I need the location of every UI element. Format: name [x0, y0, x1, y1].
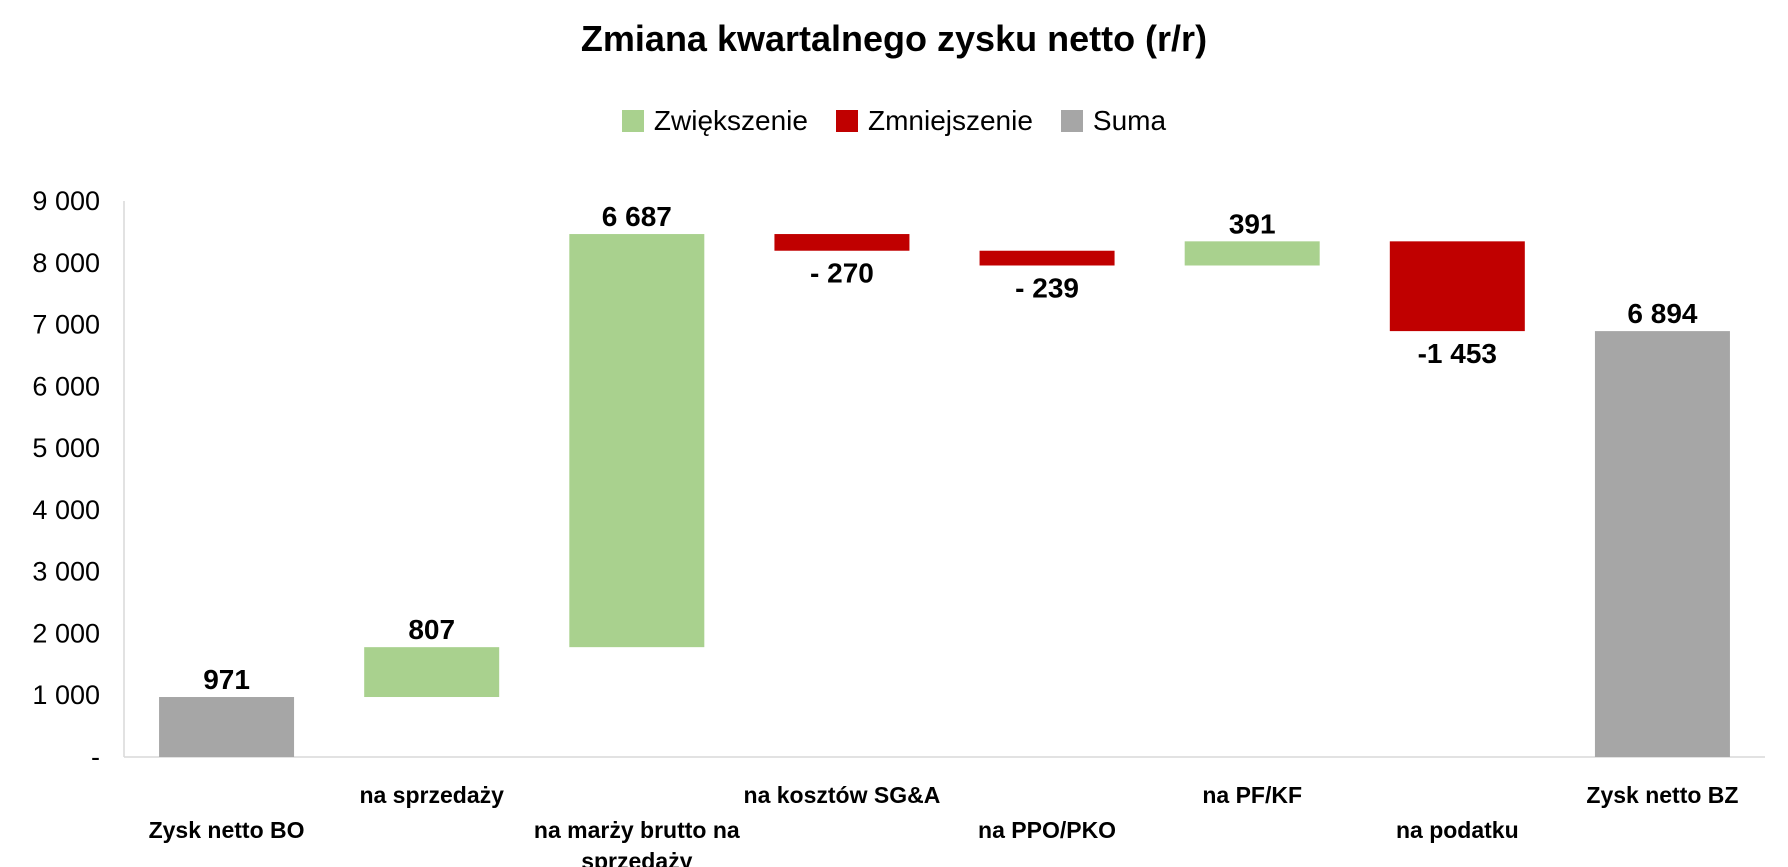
category-label: na podatku [1396, 817, 1519, 843]
category-label: na PPO/PKO [978, 817, 1116, 843]
chart-title: Zmiana kwartalnego zysku netto (r/r) [580, 18, 1208, 59]
y-tick-label: 7 000 [32, 310, 100, 340]
legend-swatch-total [1060, 110, 1083, 132]
y-tick-label: 6 000 [32, 371, 100, 401]
category-label: na marży brutto na [534, 817, 740, 843]
bar-decrease [1389, 241, 1525, 332]
category-label: Zysk netto BZ [1586, 782, 1738, 808]
legend-label-increase: Zwiększenie [653, 105, 808, 136]
data-label: -1 453 [1418, 338, 1497, 369]
bar-total [159, 697, 295, 757]
y-tick-label: 3 000 [32, 557, 100, 587]
data-label: 6 687 [602, 201, 672, 232]
legend-item-total: Suma [1060, 105, 1167, 137]
bar-increase [1184, 241, 1320, 266]
bar-decrease [979, 250, 1115, 266]
legend-item-decrease: Zmniejszenie [835, 105, 1033, 137]
bar-increase [364, 647, 500, 698]
category-label: Zysk netto BO [149, 817, 305, 843]
category-label: na sprzedaży [359, 782, 504, 808]
legend-swatch-decrease [835, 110, 858, 132]
legend-label-decrease: Zmniejszenie [867, 105, 1033, 136]
bar-increase [569, 234, 705, 648]
bar-decrease [774, 234, 910, 251]
category-label: na kosztów SG&A [744, 782, 941, 808]
y-tick-label: 8 000 [32, 248, 100, 278]
legend-item-increase: Zwiększenie [621, 105, 808, 137]
y-tick-label: 9 000 [32, 186, 100, 216]
data-label: - 239 [1015, 272, 1079, 303]
legend-swatch-increase [621, 110, 644, 132]
data-label: 391 [1229, 208, 1276, 239]
legend-label-total: Suma [1092, 105, 1167, 136]
bar-total [1594, 331, 1730, 757]
y-tick-label: 1 000 [32, 680, 100, 710]
data-label: 807 [408, 614, 455, 645]
data-label: - 270 [810, 258, 874, 289]
y-tick-label: 2 000 [32, 618, 100, 648]
y-tick-label: - [91, 742, 100, 772]
category-label: na PF/KF [1202, 782, 1302, 808]
y-tick-label: 5 000 [32, 433, 100, 463]
category-label: sprzedaży [581, 848, 692, 867]
data-label: 971 [203, 664, 250, 695]
legend: Zwiększenie Zmniejszenie Suma [0, 105, 1788, 137]
data-label: 6 894 [1627, 298, 1697, 329]
y-tick-label: 4 000 [32, 495, 100, 525]
